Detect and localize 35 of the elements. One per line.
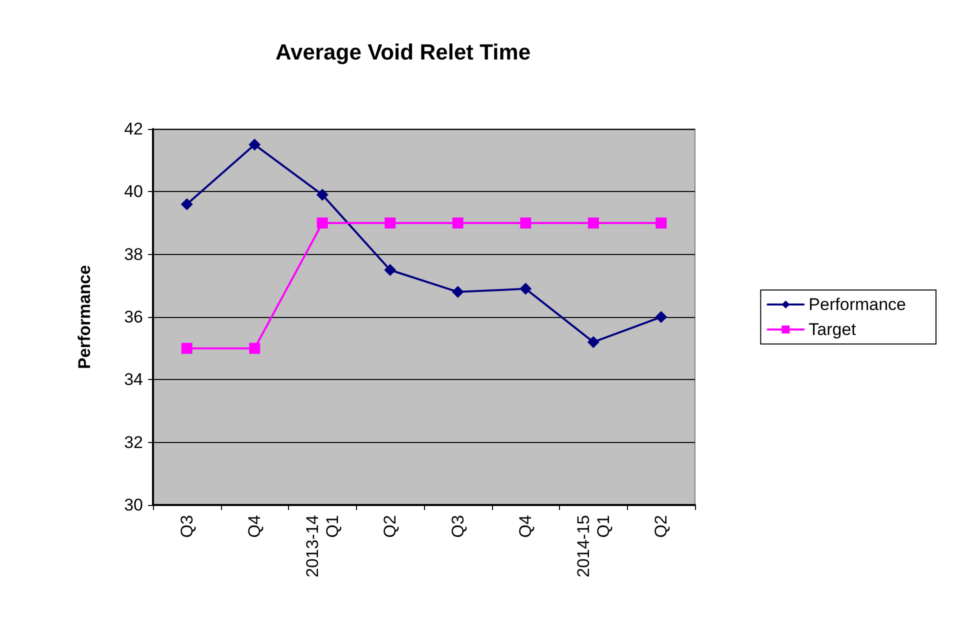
point <box>181 342 192 354</box>
x-tick-label: Q2 <box>652 515 671 538</box>
point <box>587 336 600 348</box>
point <box>520 218 532 228</box>
x-tick-label: 2013-14 Q1 <box>302 515 342 578</box>
point <box>316 218 328 228</box>
point <box>655 311 668 323</box>
x-tick-label: 2014-15 Q1 <box>574 515 613 578</box>
y-tick-label: 42 <box>124 120 143 138</box>
point <box>588 218 599 228</box>
point <box>452 286 464 298</box>
point <box>384 218 396 228</box>
x-tick-label: Q2 <box>380 515 400 538</box>
y-tick-label: 40 <box>124 182 143 202</box>
y-tick-label: 30 <box>124 496 143 514</box>
y-tick-label: 34 <box>124 370 143 390</box>
point <box>180 198 193 210</box>
point <box>316 188 328 201</box>
legend-label: Performance <box>808 295 906 314</box>
point <box>656 218 667 228</box>
point <box>249 342 260 354</box>
x-tick-label: Q4 <box>245 515 264 538</box>
x-tick-label: Q3 <box>177 515 196 538</box>
y-tick-label: 36 <box>124 308 143 326</box>
point <box>248 138 261 151</box>
point <box>452 218 464 228</box>
y-tick-label: 38 <box>124 244 143 264</box>
x-tick-label: Q4 <box>516 515 536 538</box>
legend-label: Target <box>808 320 856 339</box>
y-axis-title: Performance <box>75 265 94 369</box>
chart-title: Average Void Relet Time <box>275 40 531 64</box>
y-tick-label: 32 <box>124 432 143 452</box>
point <box>384 264 396 276</box>
x-tick-label: Q3 <box>448 515 468 538</box>
point <box>520 282 532 295</box>
